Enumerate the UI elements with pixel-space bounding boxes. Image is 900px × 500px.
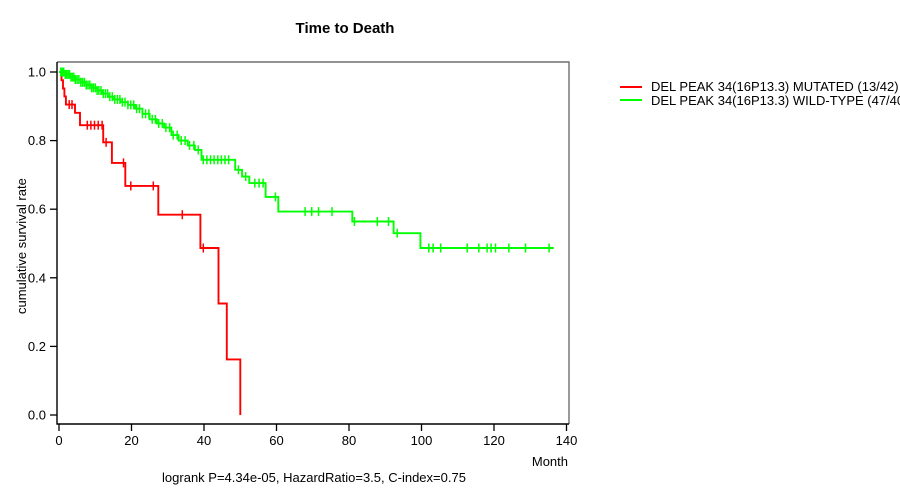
y-tick-label: 0.8 <box>28 133 46 148</box>
x-tick-label: 60 <box>269 433 283 448</box>
y-tick-label: 1.0 <box>28 65 46 80</box>
stats-annotation: logrank P=4.34e-05, HazardRatio=3.5, C-i… <box>162 470 466 485</box>
y-tick-label: 0.0 <box>28 408 46 423</box>
legend-label-mutated: DEL PEAK 34(16P13.3) MUTATED (13/42) <box>651 79 899 95</box>
y-axis-label: cumulative survival rate <box>14 178 29 314</box>
x-tick-label: 120 <box>483 433 505 448</box>
legend: DEL PEAK 34(16P13.3) MUTATED (13/42) DEL… <box>620 79 900 108</box>
x-tick-label: 20 <box>124 433 138 448</box>
legend-label-wild-type: DEL PEAK 34(16P13.3) WILD-TYPE (47/402) <box>651 92 900 108</box>
survival-curve-wild-type <box>59 71 554 249</box>
plot-title: Time to Death <box>295 20 395 37</box>
plot-box-top-right <box>57 61 570 424</box>
censor-ticks-wild-type <box>60 67 550 253</box>
x-tick-label: 0 <box>55 433 62 448</box>
legend-item-mutated: DEL PEAK 34(16P13.3) MUTATED (13/42) <box>620 79 900 95</box>
x-tick-label: 40 <box>197 433 211 448</box>
plot-box-axes <box>56 62 569 425</box>
x-tick-label: 140 <box>556 433 578 448</box>
legend-item-wild-type: DEL PEAK 34(16P13.3) WILD-TYPE (47/402) <box>620 92 900 108</box>
y-tick-label: 0.2 <box>28 339 46 354</box>
censor-ticks-mutated <box>68 100 205 253</box>
x-tick-label: 80 <box>342 433 356 448</box>
y-tick-label: 0.6 <box>28 202 46 217</box>
wild-type-line-swatch <box>620 99 642 102</box>
x-axis-label: Month <box>531 454 568 469</box>
mutated-line-swatch <box>620 85 642 88</box>
survival-curve-mutated <box>59 71 242 415</box>
x-tick-label: 100 <box>411 433 433 448</box>
y-tick-label: 0.4 <box>28 270 46 285</box>
